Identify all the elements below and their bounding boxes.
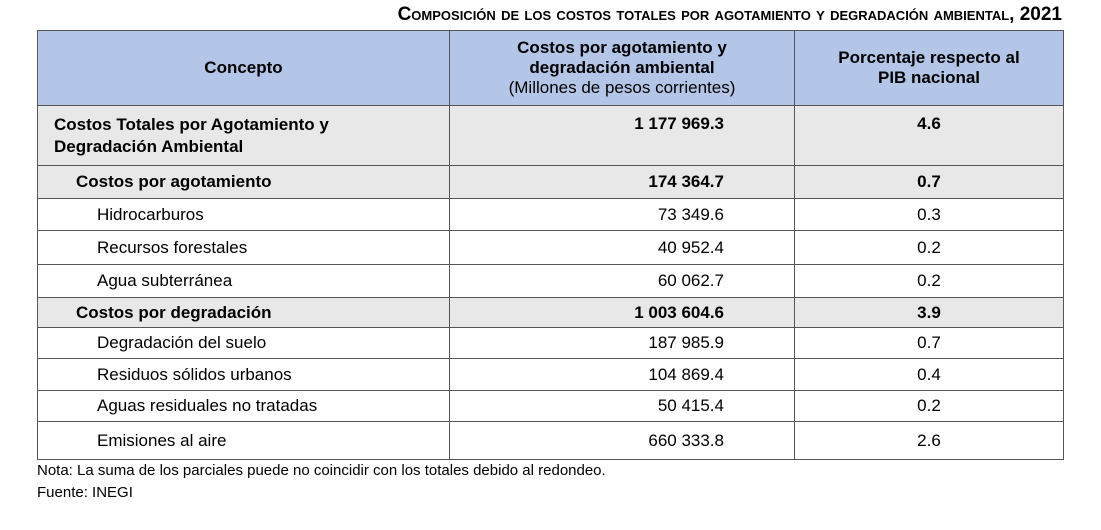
value-cell: 174 364.7 [449, 165, 795, 199]
pct-cell: 0.7 [794, 327, 1064, 359]
value-cell: 40 952.4 [449, 230, 795, 265]
concept-cell: Agua subterránea [37, 264, 450, 298]
table-row: Agua subterránea 60 062.7 0.2 [37, 264, 1064, 298]
pct-cell: 0.7 [794, 165, 1064, 199]
concept-line2: Degradación Ambiental [54, 137, 244, 156]
value-cell: 1 003 604.6 [449, 297, 795, 328]
concept-cell: Degradación del suelo [37, 327, 450, 359]
value-cell: 60 062.7 [449, 264, 795, 298]
table-row: Costos por degradación 1 003 604.6 3.9 [37, 297, 1064, 328]
table-row: Costos Totales por Agotamiento y Degradac… [37, 105, 1064, 166]
value-cell: 1 177 969.3 [449, 105, 795, 166]
concept-cell: Emisiones al aire [37, 421, 450, 460]
header-costos-line1: Costos por agotamiento y [517, 38, 727, 57]
value-cell: 187 985.9 [449, 327, 795, 359]
table-row: Hidrocarburos 73 349.6 0.3 [37, 198, 1064, 231]
header-porcentaje: Porcentaje respecto al PIB nacional [794, 30, 1064, 106]
header-row: Concepto Costos por agotamiento y degrada… [37, 30, 1064, 106]
pct-cell: 0.4 [794, 358, 1064, 391]
concept-cell: Costos por degradación [37, 297, 450, 328]
concept-cell: Costos Totales por Agotamiento y Degradac… [37, 105, 450, 166]
concept-cell: Residuos sólidos urbanos [37, 358, 450, 391]
source: Fuente: INEGI [37, 484, 133, 501]
pct-cell: 0.2 [794, 230, 1064, 265]
pct-cell: 0.3 [794, 198, 1064, 231]
concept-cell: Recursos forestales [37, 230, 450, 265]
costs-table: Concepto Costos por agotamiento y degrada… [37, 30, 1064, 460]
footnote: Nota: La suma de los parciales puede no … [37, 462, 606, 479]
header-pct-line1: Porcentaje respecto al [838, 48, 1020, 67]
value-cell: 73 349.6 [449, 198, 795, 231]
pct-cell: 0.2 [794, 390, 1064, 422]
value-cell: 660 333.8 [449, 421, 795, 460]
concept-line1: Costos Totales por Agotamiento y [54, 115, 329, 134]
header-concepto: Concepto [37, 30, 450, 106]
header-pct-line2: PIB nacional [877, 68, 981, 87]
header-costos-unit: (Millones de pesos corrientes) [508, 78, 736, 97]
concept-cell: Costos por agotamiento [37, 165, 450, 199]
table-row: Recursos forestales 40 952.4 0.2 [37, 230, 1064, 265]
pct-cell: 2.6 [794, 421, 1064, 460]
table-row: Residuos sólidos urbanos 104 869.4 0.4 [37, 358, 1064, 391]
header-costos-line2: degradación ambiental [529, 58, 715, 77]
pct-cell: 4.6 [794, 105, 1064, 166]
pct-cell: 3.9 [794, 297, 1064, 328]
table-row: Aguas residuales no tratadas 50 415.4 0.2 [37, 390, 1064, 422]
value-cell: 104 869.4 [449, 358, 795, 391]
table-row: Costos por agotamiento 174 364.7 0.7 [37, 165, 1064, 199]
header-costos: Costos por agotamiento y degradación ambi… [449, 30, 795, 106]
value-cell: 50 415.4 [449, 390, 795, 422]
concept-cell: Aguas residuales no tratadas [37, 390, 450, 422]
table-row: Emisiones al aire 660 333.8 2.6 [37, 421, 1064, 460]
pct-cell: 0.2 [794, 264, 1064, 298]
concept-cell: Hidrocarburos [37, 198, 450, 231]
table-row: Degradación del suelo 187 985.9 0.7 [37, 327, 1064, 359]
table-title: Composición de los costos totales por ag… [397, 4, 1062, 25]
